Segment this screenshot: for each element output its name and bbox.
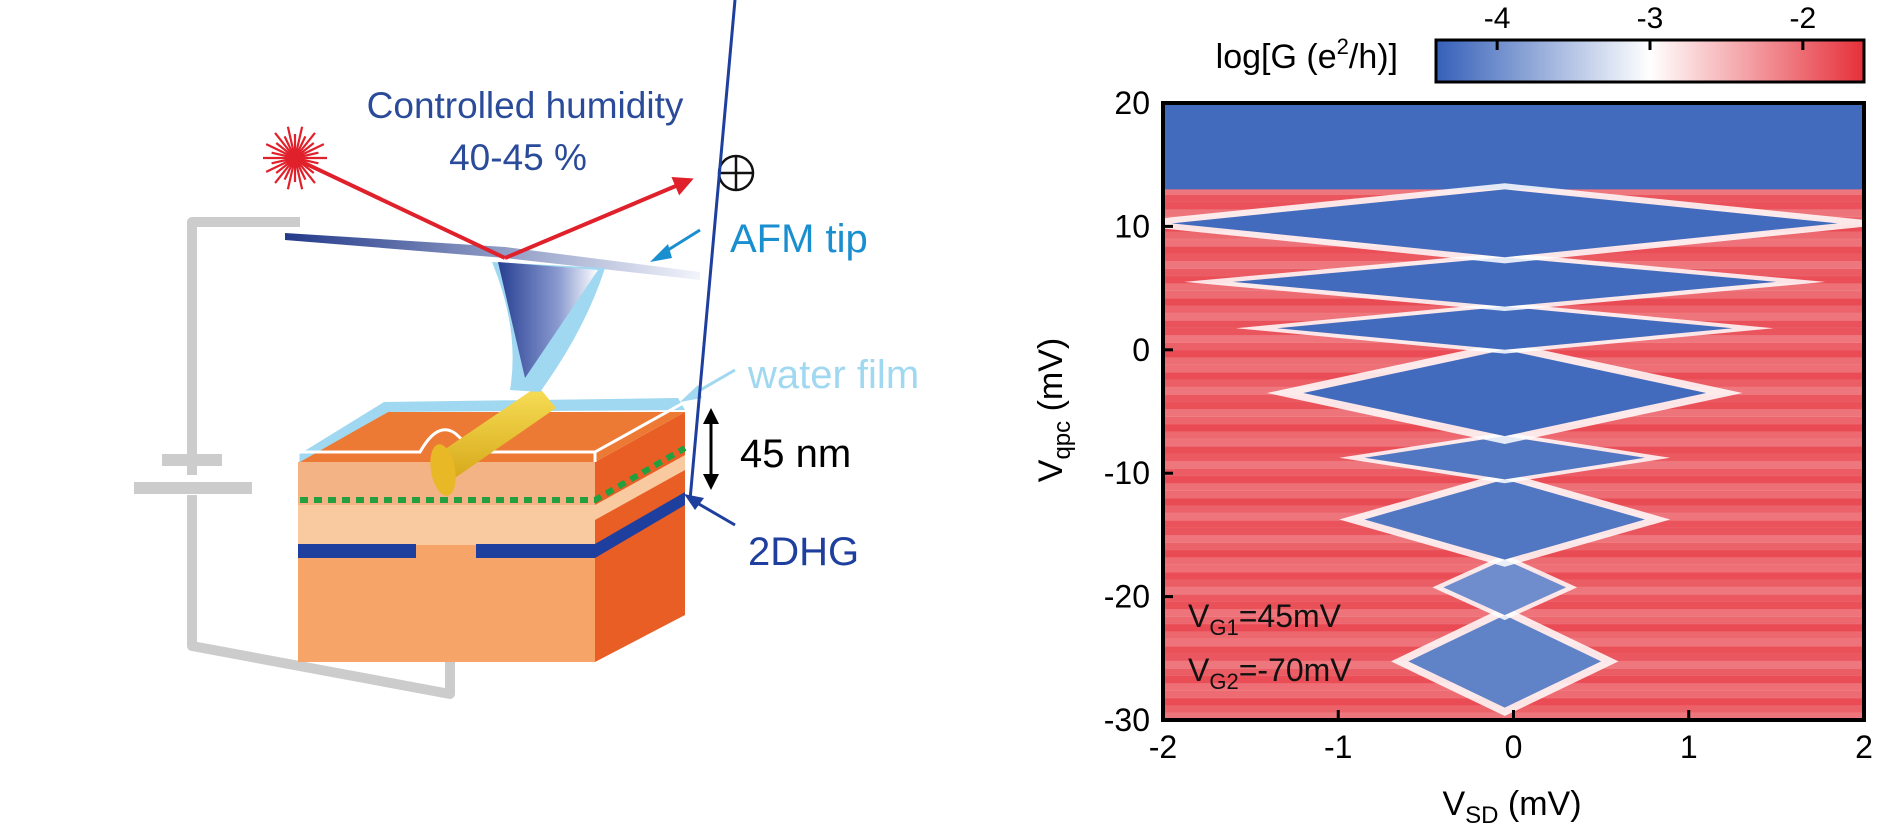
coulomb-diamond	[1408, 615, 1602, 708]
coulomb-diamond	[1276, 306, 1733, 350]
x-tick-label: -1	[1324, 729, 1352, 765]
laser-beam	[297, 158, 694, 260]
colorbar-label: log[G (e2/h)]	[1216, 34, 1398, 76]
y-tick-label: -20	[1104, 579, 1150, 615]
sample-heterostructure	[296, 386, 687, 662]
colorbar-tick-label: -4	[1484, 2, 1511, 35]
thickness-arrow	[703, 408, 719, 490]
dopant-layer-dots	[300, 445, 687, 503]
x-axis: -2 -1 0 1 2	[1149, 710, 1873, 765]
y-tick-label: -10	[1104, 455, 1150, 491]
y-axis-label: Vqpc (mV)	[1032, 338, 1076, 482]
twodhg-layer	[298, 544, 416, 558]
circuit-wire	[187, 217, 455, 699]
x-tick-label: 1	[1680, 729, 1698, 765]
photodetector-icon	[717, 154, 755, 192]
annotation-vg1: VG1=45mV	[1188, 598, 1342, 640]
coulomb-diamond	[1364, 479, 1645, 560]
water-film	[298, 398, 685, 462]
humidity-label-line2: 40-45 %	[449, 137, 587, 178]
coulomb-diamond	[1233, 257, 1777, 307]
y-tick-label: 20	[1114, 85, 1150, 121]
y-tick-label: 10	[1114, 208, 1150, 244]
x-tick-label: 2	[1855, 729, 1873, 765]
heatmap-cells	[1163, 103, 1864, 720]
colorbar-tick-label: -3	[1637, 2, 1664, 35]
water-film-label: water film	[747, 353, 919, 397]
laser-burst-icon	[263, 126, 327, 190]
colorbar: -4 -3 -2 log[G (e2/h)]	[1216, 2, 1866, 84]
y-tick-label: 0	[1132, 332, 1150, 368]
schematic: Controlled humidity 40-45 % AFM tip wate…	[134, 0, 919, 699]
annotation-vg2: VG2=-70mV	[1188, 652, 1352, 694]
x-axis-label: VSD (mV)	[1442, 785, 1581, 828]
battery-icon	[134, 454, 252, 494]
oxide-line-rod	[430, 386, 556, 496]
afm-cantilever	[285, 233, 700, 392]
coulomb-diamond	[1171, 189, 1838, 258]
coulomb-diamond	[1443, 559, 1567, 616]
blocked-region	[1163, 103, 1864, 190]
x-tick-label: -2	[1149, 729, 1177, 765]
x-tick-label: 0	[1505, 729, 1523, 765]
colorbar-tick-label: -2	[1790, 2, 1817, 35]
colorbar-ticks: -4 -3 -2	[1484, 2, 1816, 50]
coulomb-diamond	[1303, 349, 1707, 437]
twodhg-label: 2DHG	[748, 530, 859, 574]
humidity-label-line1: Controlled humidity	[367, 85, 684, 126]
twodhg-pointer	[688, 0, 737, 501]
thickness-label: 45 nm	[740, 432, 851, 476]
y-axis: 20 10 0 -10 -20 -30	[1104, 85, 1173, 738]
coulomb-diamond	[1364, 436, 1645, 480]
y-tick-label: -30	[1104, 702, 1150, 738]
afm-tip-label: AFM tip	[730, 217, 868, 261]
